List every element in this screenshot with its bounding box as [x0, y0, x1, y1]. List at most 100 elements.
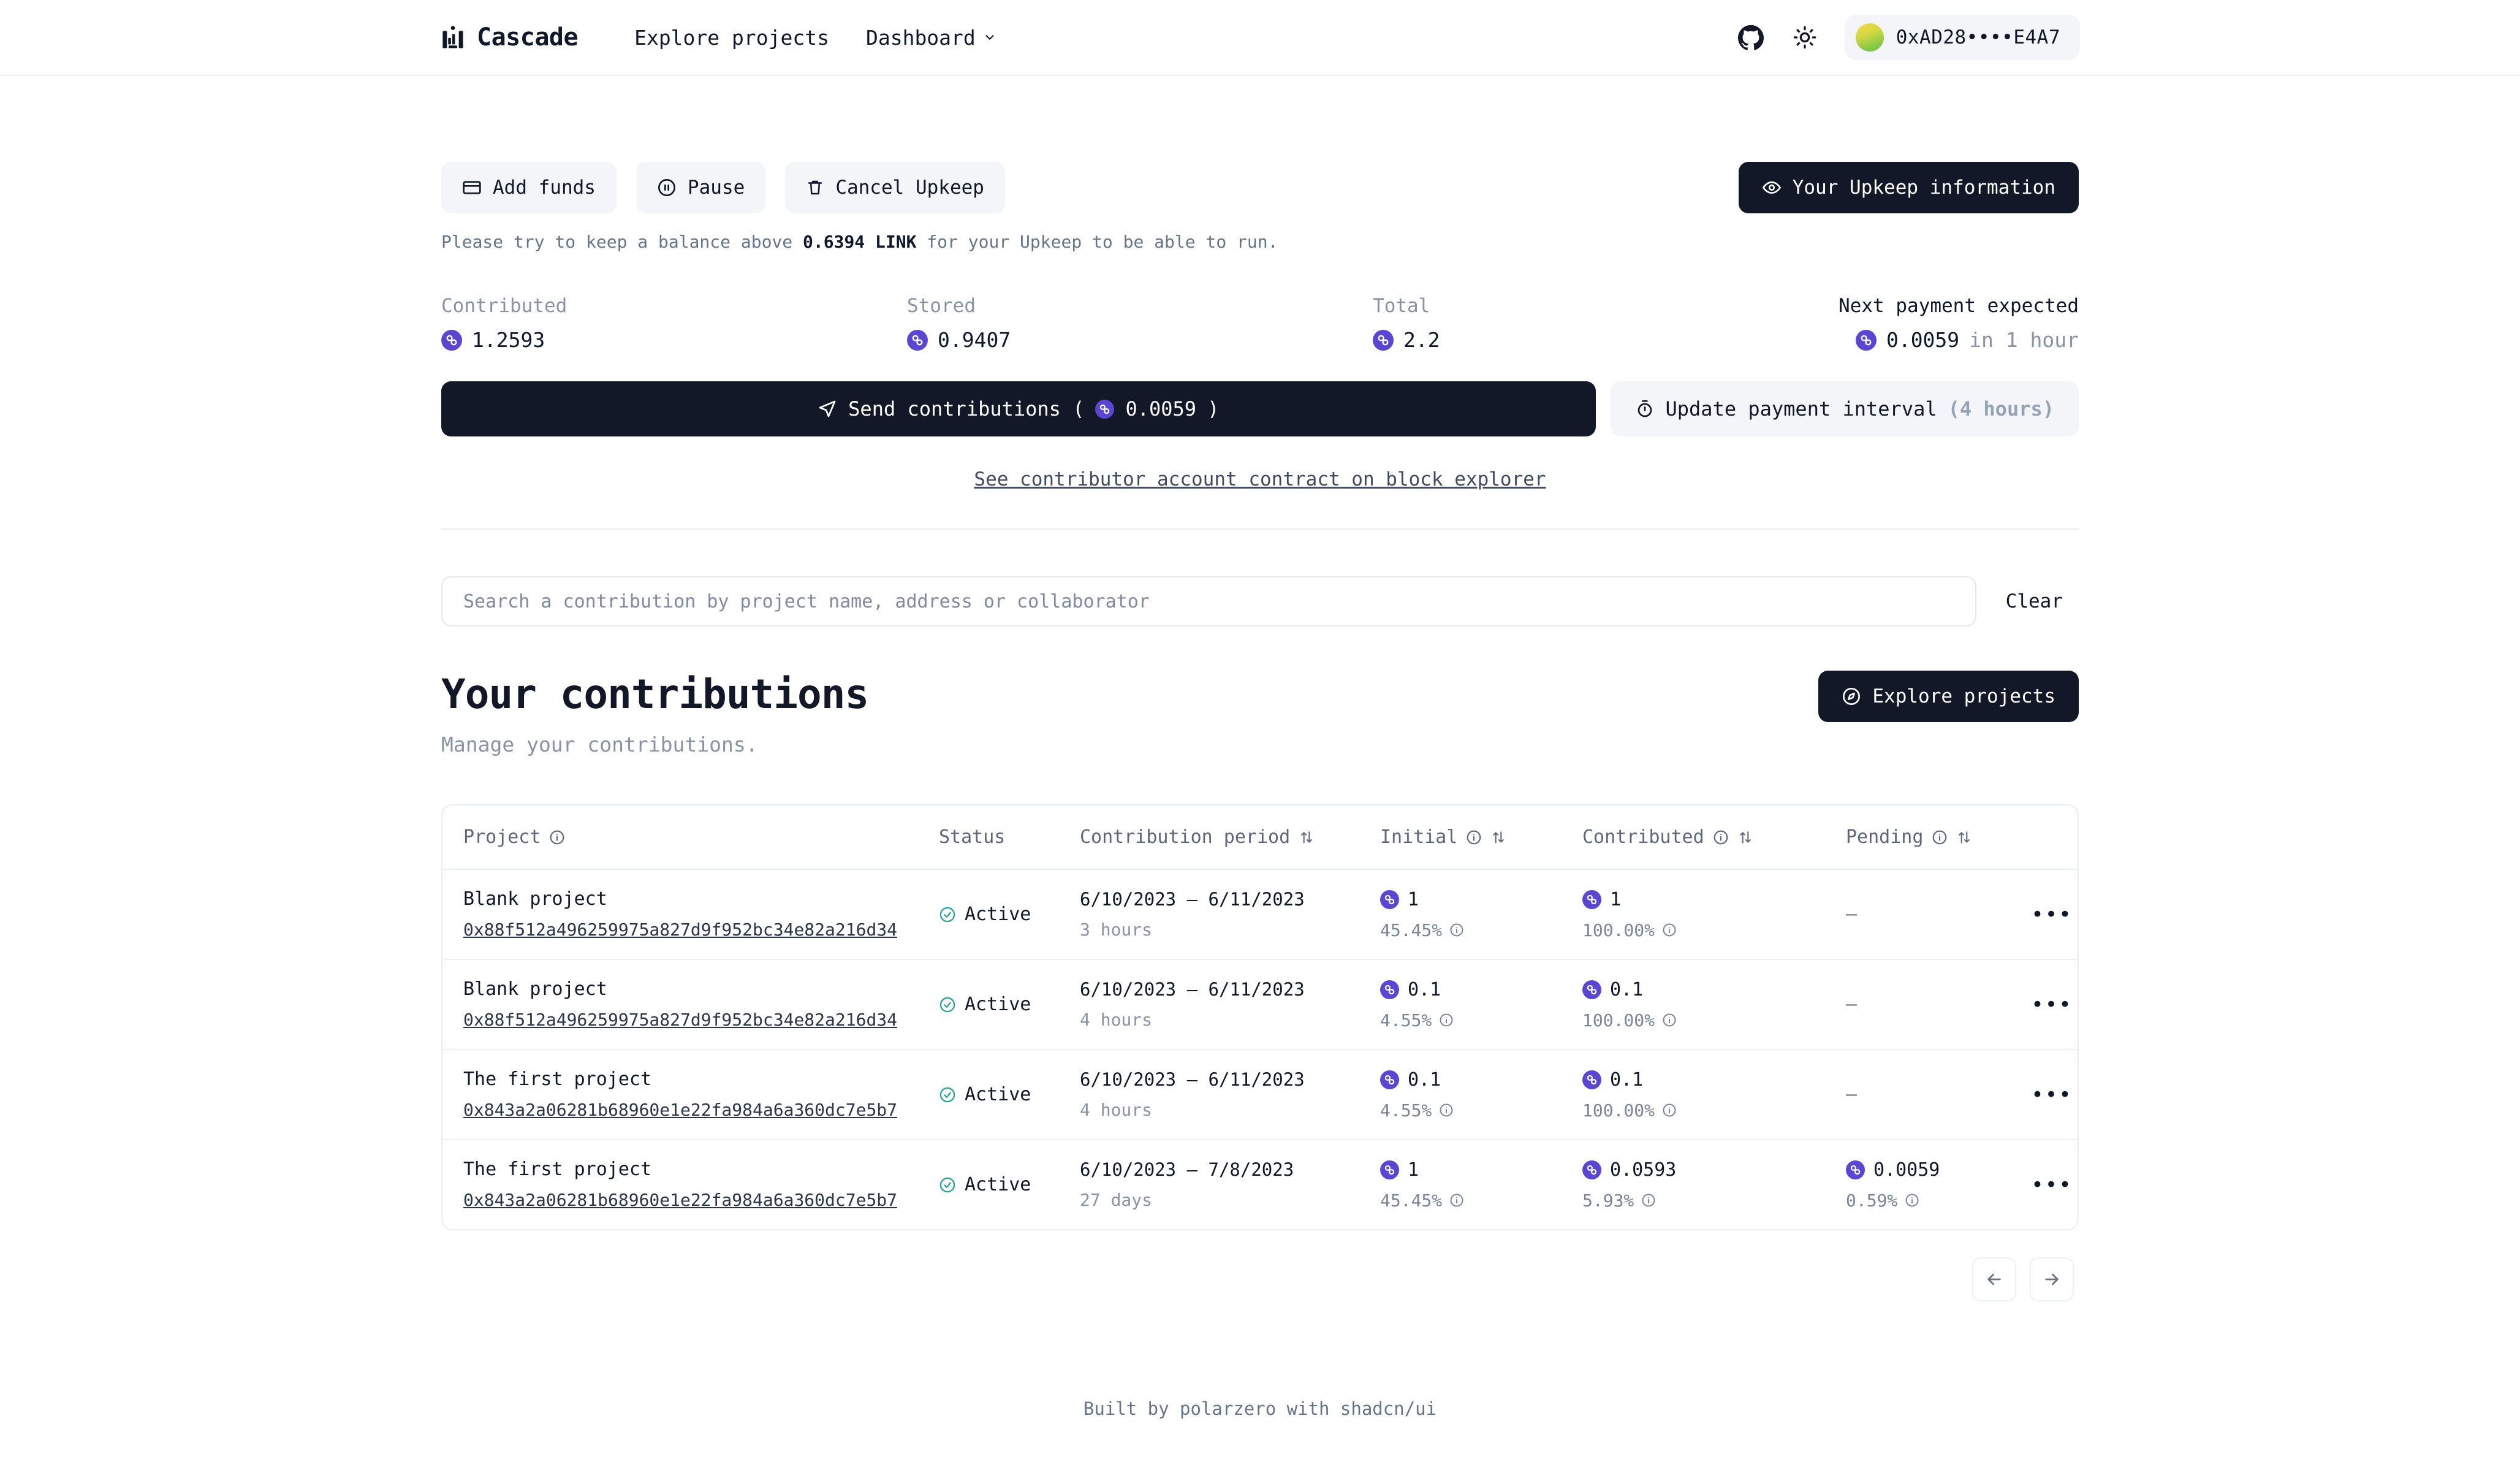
search-input[interactable] — [441, 576, 1976, 626]
update-payment-interval-label: Update payment interval — [1665, 397, 1937, 421]
sun-icon[interactable] — [1791, 23, 1819, 51]
upkeep-information-button[interactable]: Your Upkeep information — [1738, 162, 2079, 213]
pause-circle-icon — [657, 178, 677, 197]
wallet-button[interactable]: 0xAD28••••E4A7 — [1844, 15, 2080, 60]
cell-contributed: 0.0593 5.93% — [1582, 1140, 1846, 1229]
initial-amount: 0.1 — [1408, 978, 1441, 1000]
project-address-link[interactable]: 0x88f512a496259975a827d9f952bc34e82a216d… — [463, 1010, 898, 1030]
info-icon[interactable] — [1466, 829, 1482, 845]
sort-icon[interactable] — [1299, 829, 1315, 845]
matic-token-icon — [1373, 329, 1394, 351]
project-address-link[interactable]: 0x843a2a06281b68960e1e22fa984a6a360dc7e5… — [463, 1190, 898, 1210]
period-range: 6/10/2023 – 6/11/2023 — [1080, 889, 1305, 910]
contributed-amount: 0.1 — [1610, 978, 1644, 1000]
check-circle-icon — [939, 906, 956, 923]
initial-percent: 45.45% — [1380, 920, 1443, 940]
column-header-initial: Initial — [1380, 805, 1582, 870]
nav-explore-projects[interactable]: Explore projects — [634, 26, 829, 50]
column-header-pending: Pending — [1846, 805, 2024, 870]
info-icon[interactable] — [1449, 1193, 1464, 1208]
add-funds-button[interactable]: Add funds — [441, 162, 617, 213]
info-icon[interactable] — [1713, 829, 1729, 845]
column-header-initial-label: Initial — [1380, 826, 1458, 848]
info-icon[interactable] — [1662, 1103, 1677, 1118]
info-icon[interactable] — [1439, 1013, 1454, 1027]
matic-token-icon — [1582, 980, 1601, 999]
check-circle-icon — [939, 996, 956, 1013]
stat-contributed-label: Contributed — [441, 295, 567, 317]
add-funds-label: Add funds — [493, 177, 596, 199]
info-icon[interactable] — [1449, 923, 1464, 937]
section-header: Your contributions Manage your contribut… — [441, 671, 2079, 756]
stat-next-payment-eta: in 1 hour — [1969, 328, 2079, 352]
sort-icon[interactable] — [1490, 829, 1506, 845]
cell-initial: 1 45.45% — [1380, 869, 1582, 960]
info-icon[interactable] — [1439, 1103, 1454, 1118]
block-explorer-link[interactable]: See contributor account contract on bloc… — [974, 468, 1546, 490]
pending-empty: – — [1846, 904, 1858, 925]
row-menu-button[interactable]: ••• — [2024, 959, 2078, 1050]
stat-stored-label: Stored — [907, 295, 976, 317]
stat-contributed-value: 1.2593 — [472, 328, 545, 352]
status-badge: Active — [965, 904, 1031, 925]
project-address-link[interactable]: 0x843a2a06281b68960e1e22fa984a6a360dc7e5… — [463, 1100, 898, 1120]
period-range: 6/10/2023 – 6/11/2023 — [1080, 1069, 1305, 1090]
cell-project: Blank project 0x88f512a496259975a827d9f9… — [442, 959, 939, 1050]
status-badge: Active — [965, 994, 1031, 1015]
column-header-project-label: Project — [463, 826, 541, 848]
arrow-left-icon — [1984, 1270, 2004, 1289]
clear-search-button[interactable]: Clear — [1990, 576, 2079, 626]
cell-period: 6/10/2023 – 7/8/2023 27 days — [1080, 1140, 1380, 1229]
contributed-amount: 0.0593 — [1610, 1159, 1677, 1181]
row-menu-button[interactable]: ••• — [2024, 869, 2078, 960]
pause-button[interactable]: Pause — [636, 162, 766, 213]
cell-initial: 1 45.45% — [1380, 1140, 1582, 1229]
wallet-address: 0xAD28••••E4A7 — [1896, 26, 2060, 48]
brand-logo-group[interactable]: Cascade — [440, 23, 579, 51]
check-circle-icon — [939, 1176, 956, 1194]
github-icon[interactable] — [1737, 23, 1765, 51]
pagination-next-button[interactable] — [2030, 1257, 2074, 1301]
chevron-down-icon — [983, 31, 996, 44]
update-payment-interval-value: (4 hours) — [1948, 397, 2054, 421]
matic-token-icon — [1582, 889, 1601, 909]
send-contributions-button[interactable]: Send contributions ( 0.0059 ) — [441, 381, 1596, 436]
column-header-project: Project — [442, 805, 939, 870]
info-icon[interactable] — [1932, 829, 1948, 845]
matic-token-icon — [441, 329, 462, 351]
cell-contributed: 0.1 100.00% — [1582, 959, 1846, 1050]
update-payment-interval-button[interactable]: Update payment interval (4 hours) — [1610, 381, 2079, 436]
section-divider — [441, 528, 2079, 530]
info-icon[interactable] — [549, 829, 565, 845]
cancel-upkeep-button[interactable]: Cancel Upkeep — [785, 162, 1005, 213]
info-icon[interactable] — [1641, 1193, 1656, 1208]
project-address-link[interactable]: 0x88f512a496259975a827d9f952bc34e82a216d… — [463, 920, 898, 940]
matic-token-icon — [1855, 329, 1877, 351]
explore-projects-button[interactable]: Explore projects — [1818, 671, 2079, 722]
eye-icon — [1762, 178, 1782, 197]
stat-total-value: 2.2 — [1403, 328, 1440, 352]
period-duration: 4 hours — [1080, 1010, 1153, 1030]
pagination-prev-button[interactable] — [1972, 1257, 2016, 1301]
contributed-percent: 100.00% — [1582, 1100, 1655, 1121]
column-header-contributed-label: Contributed — [1582, 826, 1704, 848]
pending-empty: – — [1846, 1084, 1858, 1105]
row-menu-button[interactable]: ••• — [2031, 1172, 2073, 1197]
sort-icon[interactable] — [1737, 829, 1753, 845]
column-header-period: Contribution period — [1080, 805, 1380, 870]
row-menu-button[interactable]: ••• — [2024, 1049, 2078, 1140]
info-icon[interactable] — [1662, 923, 1677, 937]
cell-period: 6/10/2023 – 6/11/2023 4 hours — [1080, 1049, 1380, 1140]
nav-dashboard[interactable]: Dashboard — [866, 26, 996, 50]
explore-projects-label: Explore projects — [1872, 685, 2055, 707]
period-range: 6/10/2023 – 6/11/2023 — [1080, 979, 1305, 1000]
info-icon[interactable] — [1905, 1193, 1919, 1208]
info-icon[interactable] — [1662, 1013, 1677, 1027]
initial-amount: 0.1 — [1408, 1068, 1441, 1091]
balance-hint: Please try to keep a balance above 0.639… — [441, 232, 2079, 252]
matic-token-icon — [1846, 1160, 1865, 1179]
period-range: 6/10/2023 – 7/8/2023 — [1080, 1159, 1294, 1180]
pending-amount: 0.0059 — [1873, 1159, 1940, 1181]
matic-token-icon — [1380, 980, 1399, 999]
sort-icon[interactable] — [1956, 829, 1972, 845]
